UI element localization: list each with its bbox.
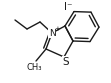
Text: I⁻: I⁻ bbox=[64, 2, 72, 12]
Text: S: S bbox=[63, 57, 69, 67]
Text: N: N bbox=[49, 28, 55, 38]
Text: CH₃: CH₃ bbox=[26, 63, 42, 72]
Text: +: + bbox=[55, 25, 60, 32]
